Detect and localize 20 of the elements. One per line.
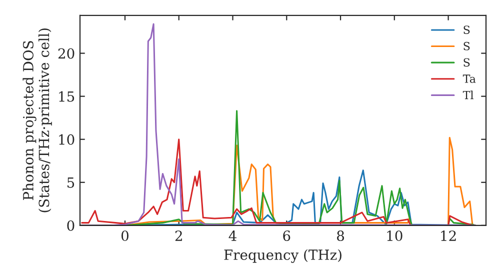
x-axis-title: Frequency (THz)	[224, 249, 342, 263]
x-tick-label: 6	[283, 230, 290, 242]
x-tick-label: 2	[175, 230, 182, 241]
y-axis-title: Phonon projected DOS (States/THz·primitive cell)	[22, 28, 52, 212]
line-series	[81, 23, 476, 226]
x-tick-label: 8	[337, 230, 344, 242]
legend-label: Ta	[462, 74, 476, 83]
y-tick-label: 0	[67, 220, 74, 231]
x-tick-label: 0	[121, 230, 128, 242]
legend-label: S	[464, 42, 470, 50]
y-tick-label: 20	[58, 48, 74, 59]
legend-label: Tl	[462, 90, 474, 100]
y-tick-label: 10	[59, 134, 74, 145]
y-tick-label: 5	[67, 178, 74, 188]
y-tick-label: 15	[59, 91, 74, 102]
x-tick-label: 12	[441, 230, 456, 241]
x-tick-label: 4	[228, 230, 236, 241]
legend-label: S	[464, 26, 470, 34]
x-tick-label: 10	[387, 230, 402, 242]
legend-label: S	[464, 58, 470, 67]
